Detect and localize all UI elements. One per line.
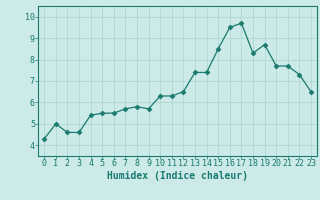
X-axis label: Humidex (Indice chaleur): Humidex (Indice chaleur) [107,171,248,181]
